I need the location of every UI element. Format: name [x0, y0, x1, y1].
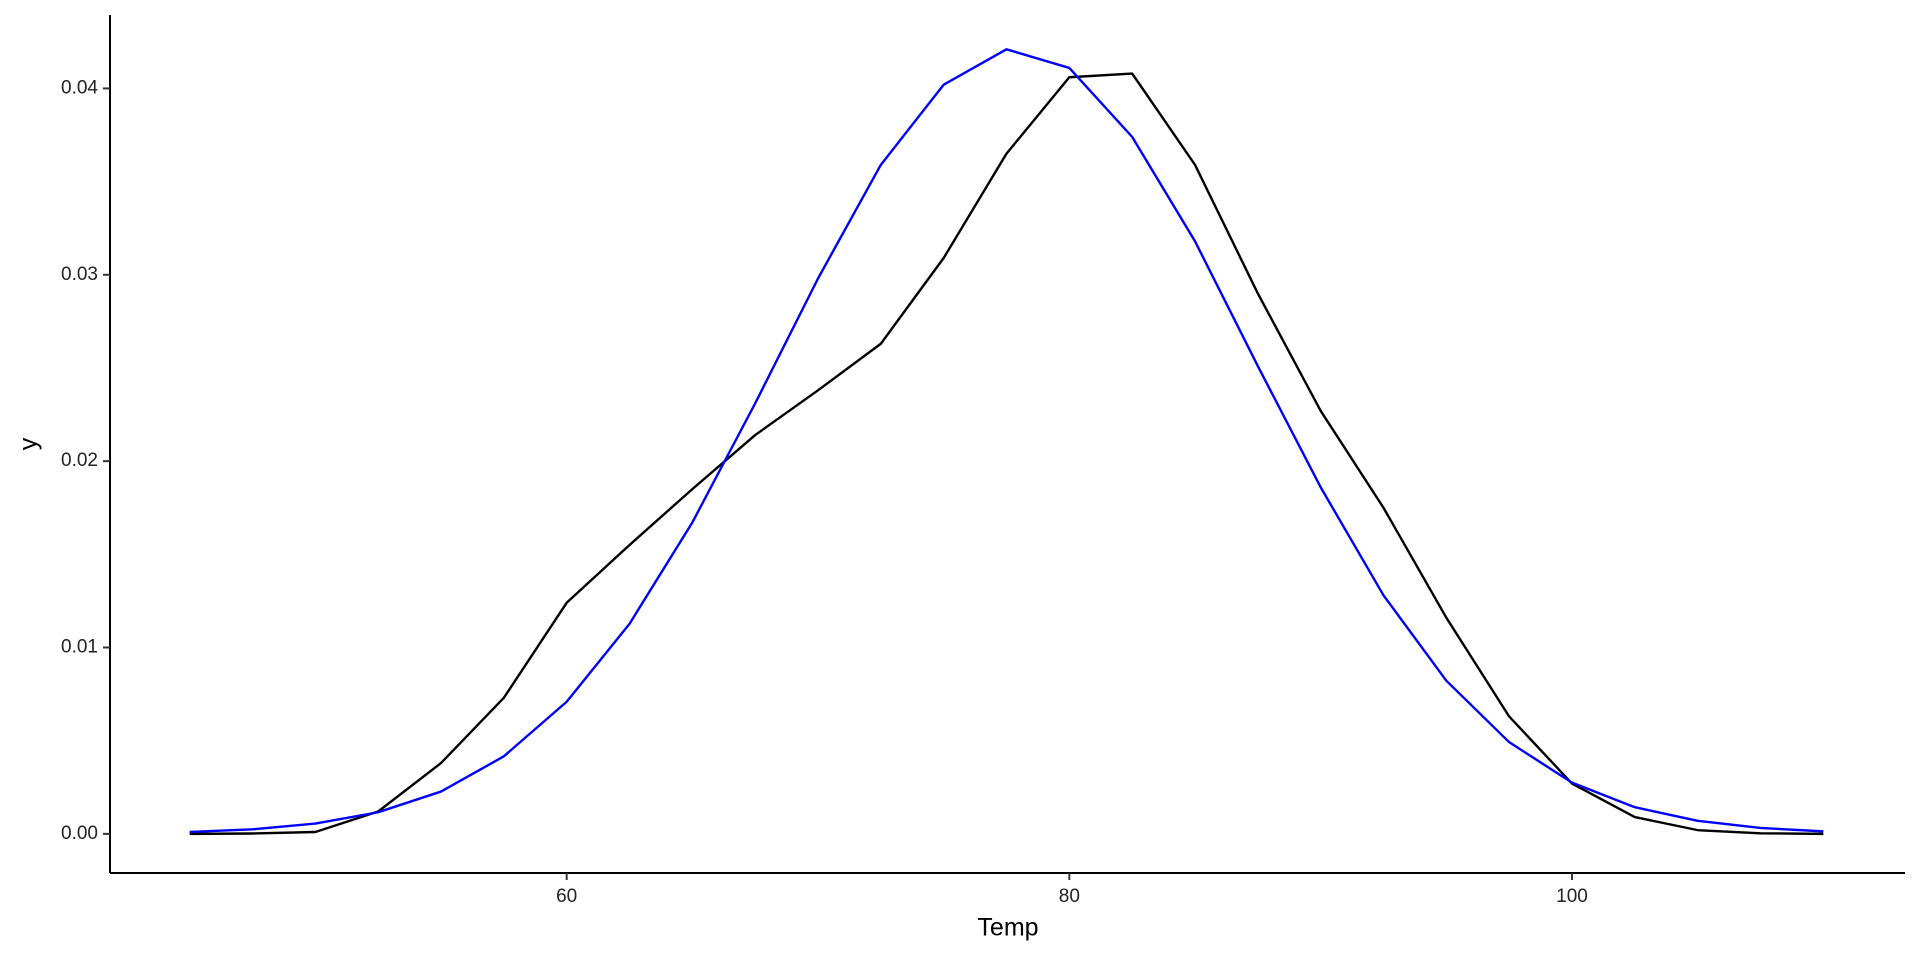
x-axis-title: Temp: [977, 914, 1038, 942]
y-tick-label: 0.02: [61, 450, 98, 471]
y-tick-label: 0.04: [61, 77, 98, 98]
line: [189, 72, 1824, 836]
x-tick-label: 100: [1556, 886, 1588, 907]
y-tick-label: 0.00: [61, 823, 98, 844]
line: [189, 48, 1824, 834]
y-tick-label: 0.01: [61, 637, 98, 658]
y-tick-label: 0.03: [61, 264, 98, 285]
y-axis-title: y: [15, 437, 43, 450]
x-tick-label: 80: [1059, 886, 1080, 907]
x-tick-label: 60: [556, 886, 577, 907]
